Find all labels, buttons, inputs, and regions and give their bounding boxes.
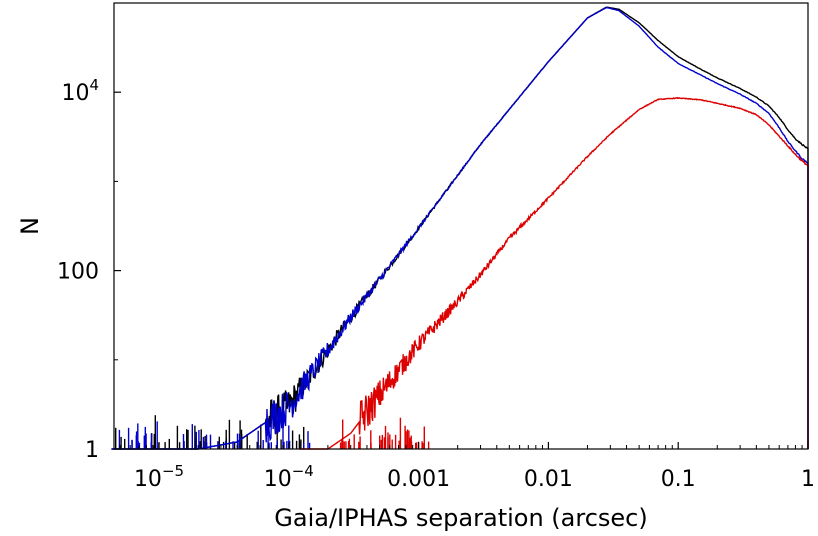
y-tick-label: 104 <box>61 76 99 106</box>
x-axis-label: Gaia/IPHAS separation (arcsec) <box>274 504 647 532</box>
y-tick-label: 1 <box>85 438 99 463</box>
x-tick-label: 1 <box>801 467 815 492</box>
x-tick-label: 10−5 <box>134 462 184 492</box>
series-layer <box>111 6 809 450</box>
y-tick-label: 100 <box>57 260 99 285</box>
x-tick-label: 0.001 <box>387 467 450 492</box>
x-tick-label: 0.1 <box>661 467 696 492</box>
tick-layer: 10−5 10−4 0.001 0.01 0.1 1 1 100 104 <box>57 2 815 492</box>
y-axis-label: N <box>16 217 44 235</box>
plot-frame <box>113 2 809 450</box>
series-line-0 <box>111 6 809 450</box>
series-line-1 <box>111 6 809 450</box>
x-tick-label: 0.01 <box>524 467 573 492</box>
x-tick-label: 10−4 <box>264 462 314 492</box>
series-line-2 <box>299 96 809 450</box>
